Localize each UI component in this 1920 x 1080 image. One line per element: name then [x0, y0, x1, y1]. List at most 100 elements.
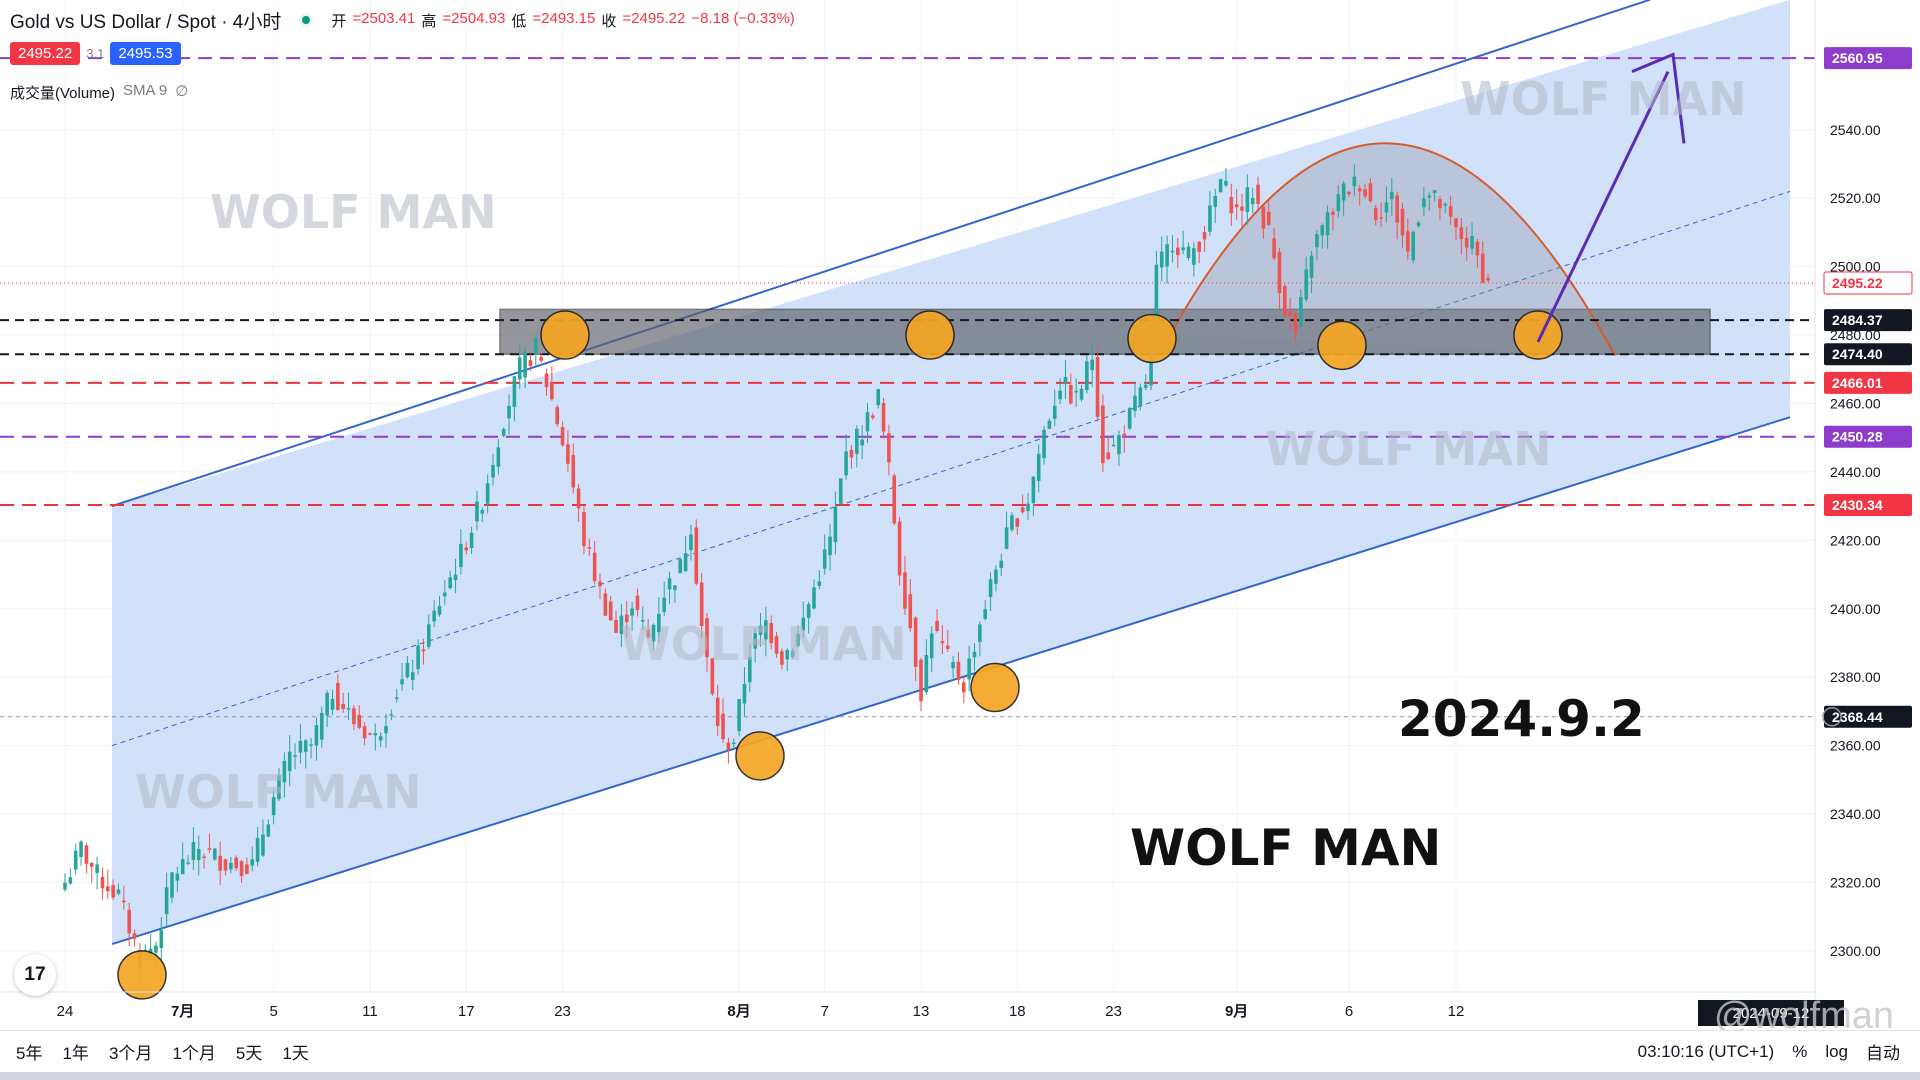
candle-body — [85, 845, 89, 863]
close-label: 收 — [601, 10, 616, 31]
candle-body — [170, 872, 174, 897]
y-tick-label: 2320.00 — [1830, 875, 1881, 891]
candle-body — [1026, 504, 1030, 511]
candle-body — [1465, 238, 1469, 248]
candle-body — [561, 427, 565, 445]
candle-body — [1470, 236, 1474, 249]
range-3m[interactable]: 3个月 — [109, 1039, 152, 1064]
candle-body — [636, 596, 640, 610]
candle-body — [1021, 508, 1025, 513]
candle-body — [1208, 206, 1212, 232]
candle-body — [186, 863, 190, 865]
candle-body — [250, 859, 254, 865]
candle-body — [101, 877, 105, 888]
candle-body — [630, 608, 634, 615]
candle-body — [368, 733, 372, 735]
open-label: 开 — [331, 10, 346, 31]
candle-body — [1069, 385, 1073, 403]
candle-body — [1481, 254, 1485, 283]
candle-body — [1240, 207, 1244, 211]
log-toggle[interactable]: log — [1825, 1042, 1848, 1062]
candle-body — [534, 338, 538, 354]
touch-point-circle — [541, 311, 589, 359]
candle-body — [577, 488, 581, 508]
range-1d[interactable]: 1天 — [282, 1039, 308, 1064]
candle-body — [1374, 208, 1378, 220]
candle-body — [267, 824, 271, 836]
candle-body — [1294, 313, 1298, 333]
candle-body — [876, 389, 880, 405]
candle-body — [1342, 183, 1346, 200]
candle-body — [844, 452, 848, 476]
candle-body — [491, 465, 495, 477]
candle-body — [459, 544, 463, 567]
sell-price-button[interactable]: 2495.22 — [10, 42, 80, 65]
candle-body — [1315, 234, 1319, 247]
candle-body — [593, 553, 597, 581]
candle-body — [181, 859, 185, 874]
candle-body — [481, 510, 485, 514]
symbol-title[interactable]: Gold vs US Dollar / Spot · 4小时 — [10, 7, 281, 34]
candle-body — [1262, 206, 1266, 228]
auto-toggle[interactable]: 自动 — [1866, 1039, 1900, 1064]
candle-body — [448, 577, 452, 588]
candle-body — [69, 877, 73, 883]
wolfman-watermark: WOLF MAN — [620, 617, 906, 671]
percent-toggle[interactable]: % — [1792, 1042, 1807, 1062]
candle-body — [1090, 360, 1094, 371]
range-5d[interactable]: 5天 — [236, 1039, 262, 1064]
candle-body — [999, 561, 1003, 568]
clock[interactable]: 03:10:16 (UTC+1) — [1638, 1042, 1775, 1062]
candle-body — [914, 618, 918, 667]
candle-body — [309, 744, 313, 746]
buy-price-button[interactable]: 2495.53 — [110, 42, 180, 65]
candle-body — [390, 714, 394, 716]
candle-body — [1187, 247, 1191, 258]
candle-body — [1272, 238, 1276, 258]
open-value: =2503.41 — [352, 10, 415, 31]
candle-body — [1197, 242, 1201, 252]
candle-body — [743, 684, 747, 704]
high-label: 高 — [421, 10, 436, 31]
range-5y[interactable]: 5年 — [16, 1039, 42, 1064]
candle-body — [1032, 477, 1036, 503]
range-1m[interactable]: 1个月 — [172, 1039, 215, 1064]
candle-body — [74, 851, 78, 870]
candle-body — [855, 429, 859, 454]
volume-legend[interactable]: 成交量(Volume) SMA 9 ∅ — [10, 82, 188, 103]
volume-value: ∅ — [175, 82, 188, 103]
candle-body — [887, 433, 891, 462]
touch-point-circle — [1128, 314, 1176, 362]
price-level-tag-label: 2474.40 — [1832, 346, 1883, 362]
candle-body — [427, 624, 431, 646]
candle-body — [1449, 206, 1453, 217]
candle-body — [989, 579, 993, 597]
tradingview-logo-icon[interactable]: 17 — [14, 954, 56, 996]
range-1y[interactable]: 1年 — [62, 1039, 88, 1064]
candle-body — [1224, 181, 1228, 186]
range-selector: 5年 1年 3个月 1个月 5天 1天 — [16, 1039, 309, 1064]
wolfman-watermark: WOLF MAN — [210, 185, 496, 239]
y-tick-label: 2300.00 — [1830, 943, 1881, 959]
candle-body — [529, 360, 533, 366]
price-level-tag-label: 2450.28 — [1832, 429, 1883, 445]
candle-body — [598, 581, 602, 586]
candle-body — [871, 415, 875, 417]
y-tick-label: 2520.00 — [1830, 190, 1881, 206]
candle-body — [218, 856, 222, 871]
candle-body — [341, 704, 345, 709]
candle-body — [1235, 204, 1239, 207]
candle-body — [133, 933, 137, 939]
candle-body — [261, 835, 265, 856]
candle-body — [882, 403, 886, 431]
candle-body — [1171, 251, 1175, 253]
candle-body — [416, 646, 420, 670]
candle-body — [1411, 232, 1415, 260]
x-tick-label: 23 — [1105, 1003, 1122, 1020]
candle-body — [1283, 286, 1287, 316]
candle-body — [892, 475, 896, 523]
candle-body — [967, 659, 971, 680]
touch-point-circle — [736, 732, 784, 780]
candle-body — [807, 604, 811, 618]
